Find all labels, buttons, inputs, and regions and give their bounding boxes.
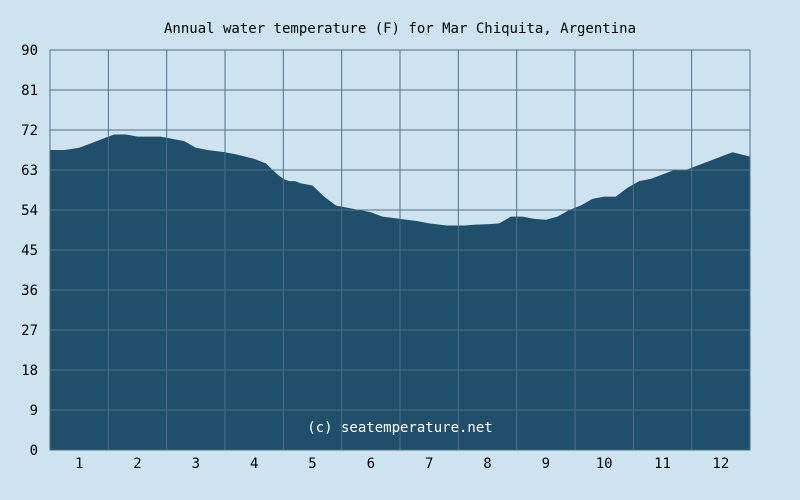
x-tick-label: 12 xyxy=(712,456,729,472)
y-tick-label: 63 xyxy=(21,163,38,179)
y-tick-label: 90 xyxy=(21,43,38,59)
x-tick-label: 8 xyxy=(483,456,491,472)
watermark-text: (c) seatemperature.net xyxy=(307,420,492,436)
x-tick-label: 2 xyxy=(133,456,141,472)
x-tick-label: 5 xyxy=(308,456,316,472)
chart-title: Annual water temperature (F) for Mar Chi… xyxy=(164,21,636,37)
y-tick-label: 72 xyxy=(21,123,38,139)
grid-layer xyxy=(49,49,751,451)
y-tick-label: 81 xyxy=(21,83,38,99)
y-tick-label: 54 xyxy=(21,203,38,219)
x-tick-label: 11 xyxy=(654,456,671,472)
y-tick-label: 27 xyxy=(21,323,38,339)
x-tick-label: 3 xyxy=(192,456,200,472)
x-tick-label: 4 xyxy=(250,456,258,472)
y-tick-label: 45 xyxy=(21,243,38,259)
plot-border xyxy=(49,49,751,451)
x-tick-label: 7 xyxy=(425,456,433,472)
y-tick-label: 18 xyxy=(21,363,38,379)
y-tick-label: 36 xyxy=(21,283,38,299)
y-tick-label: 0 xyxy=(30,443,38,459)
x-tick-label: 1 xyxy=(75,456,83,472)
y-tick-label: 9 xyxy=(30,403,38,419)
x-tick-label: 10 xyxy=(596,456,613,472)
x-tick-label: 9 xyxy=(542,456,550,472)
x-tick-label: 6 xyxy=(367,456,375,472)
